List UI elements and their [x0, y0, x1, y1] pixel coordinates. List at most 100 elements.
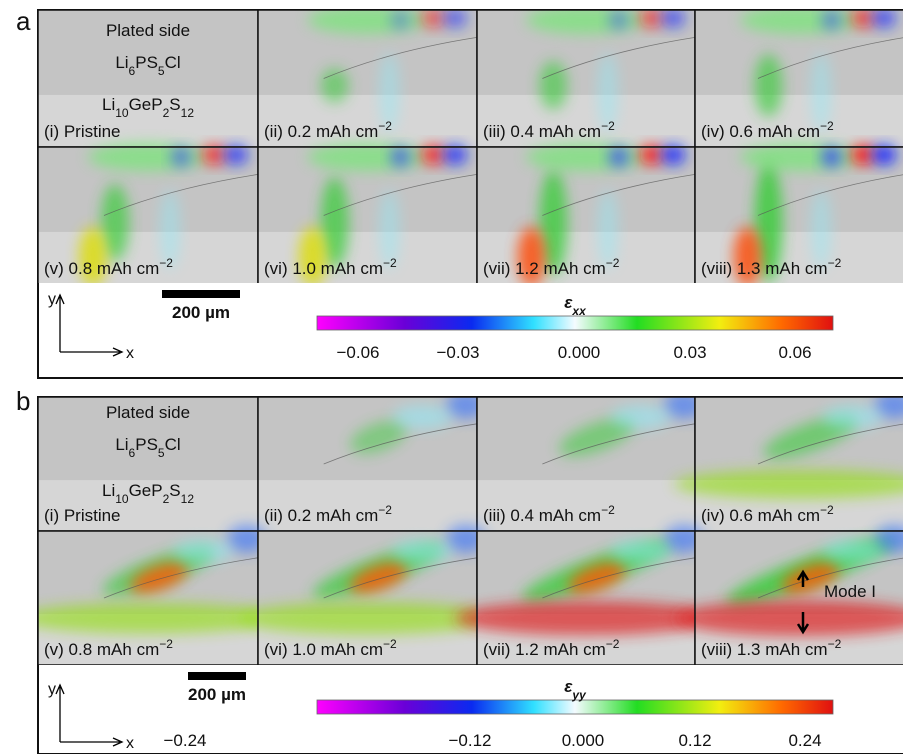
image-label: (vi) 1.0 mAh cm−2	[264, 637, 397, 659]
electrolyte-layer	[38, 94, 258, 147]
crack	[542, 174, 696, 216]
strain-blob	[872, 145, 896, 165]
colorbar-tick-label: −0.24	[163, 731, 206, 750]
strain-blob	[349, 562, 407, 594]
material-label: Plated side	[106, 403, 190, 422]
image-label: (iii) 0.4 mAh cm−2	[483, 119, 615, 141]
axis-arrows	[55, 683, 124, 747]
strain-blob	[298, 226, 327, 283]
scale-bar	[188, 672, 246, 680]
strain-blob	[173, 539, 233, 564]
image-label: (v) 0.8 mAh cm−2	[44, 637, 173, 659]
material-label: Plated side	[106, 21, 190, 40]
strain-blob	[392, 405, 453, 430]
strain-blob	[782, 562, 839, 594]
electrolyte-layer	[258, 94, 477, 147]
strain-blob	[320, 68, 349, 103]
strain-blob	[664, 525, 705, 553]
strain-blob	[79, 226, 107, 283]
strain-blob	[811, 52, 831, 133]
scale-bar-label: 200 µm	[172, 303, 230, 322]
axis-label: y	[48, 291, 56, 308]
strain-blob	[661, 10, 686, 28]
strain-blob	[446, 525, 487, 553]
image-label: (i) Pristine	[44, 506, 121, 525]
strain-blob	[851, 145, 875, 165]
image-label: (iii) 0.4 mAh cm−2	[483, 503, 615, 525]
strain-blob	[811, 189, 831, 270]
annotation: Mode I	[824, 582, 876, 601]
strain-blob	[539, 169, 568, 276]
electrolyte-layer	[38, 480, 258, 531]
strain-blob	[597, 189, 618, 270]
colorbar-tick-label: −0.06	[336, 343, 379, 362]
strain-blob	[227, 525, 267, 553]
crack	[103, 174, 259, 216]
panel-label: b	[16, 386, 30, 416]
image-label: (v) 0.8 mAh cm−2	[44, 256, 173, 278]
image-label: (ii) 0.2 mAh cm−2	[264, 503, 392, 525]
colorbar-tick-label: 0.000	[558, 343, 601, 362]
strain-blob	[822, 405, 883, 430]
electrolyte-layer	[477, 231, 695, 283]
image-label: (iv) 0.6 mAh cm−2	[701, 119, 834, 141]
image-label: (vi) 1.0 mAh cm−2	[264, 256, 397, 278]
strain-blob	[559, 418, 635, 457]
strain-blob	[568, 562, 626, 594]
material-label: Li10GeP2S12	[102, 481, 194, 506]
strain-blob	[664, 397, 705, 419]
crack	[757, 37, 903, 79]
panel-label: a	[16, 6, 31, 36]
strain-blob	[379, 52, 400, 133]
colorbar-tick-label: −0.12	[448, 731, 491, 750]
strain-blob	[390, 147, 411, 167]
image-label: (viii) 1.3 mAh cm−2	[701, 637, 842, 659]
strain-blob	[608, 147, 629, 167]
strain-blob	[224, 145, 248, 165]
strain-blob	[160, 189, 180, 270]
strain-blob	[390, 10, 411, 30]
image-label: (vii) 1.2 mAh cm−2	[483, 256, 620, 278]
strain-blob	[130, 562, 188, 594]
strain-blob	[320, 176, 349, 269]
strain-blob	[455, 600, 717, 636]
strain-blob	[639, 145, 664, 165]
strain-blob	[610, 405, 671, 430]
strain-blob	[421, 10, 446, 28]
strain-blob	[733, 226, 762, 283]
colorbar-tick-label: 0.06	[778, 343, 811, 362]
mode-arrows	[796, 569, 810, 635]
colorbar-tick-label: 0.12	[678, 731, 711, 750]
strain-blob	[443, 10, 468, 28]
image-label: (i) Pristine	[44, 122, 121, 141]
strain-blob	[539, 61, 568, 110]
colorbar	[316, 315, 834, 331]
strain-blob	[38, 602, 280, 634]
image-label: (viii) 1.3 mAh cm−2	[701, 256, 842, 278]
crack	[323, 423, 478, 465]
electrolyte-layer	[695, 231, 903, 283]
image-border	[694, 146, 903, 283]
colorbar	[316, 699, 834, 715]
colorbar-tick-label: 0.24	[788, 731, 821, 750]
colorbar-title: εyy	[564, 677, 587, 702]
strain-blob	[851, 10, 875, 28]
strain-blob	[661, 145, 686, 165]
colorbar-tick-label: −0.03	[436, 343, 479, 362]
electrolyte-layer	[477, 480, 695, 531]
strain-blob	[443, 145, 468, 165]
electrolyte-layer	[695, 94, 903, 147]
strain-blob	[421, 145, 446, 165]
electrolyte-layer	[477, 94, 695, 147]
strain-blob	[754, 162, 783, 283]
strain-blob	[392, 539, 453, 564]
image-label: (vii) 1.2 mAh cm−2	[483, 637, 620, 659]
crack	[757, 423, 903, 465]
strain-blob	[171, 147, 191, 167]
axis-label: x	[126, 345, 134, 362]
electrolyte-layer	[258, 480, 477, 531]
strain-blob	[674, 600, 903, 637]
crack	[542, 37, 696, 79]
electrolyte-layer	[258, 231, 477, 283]
